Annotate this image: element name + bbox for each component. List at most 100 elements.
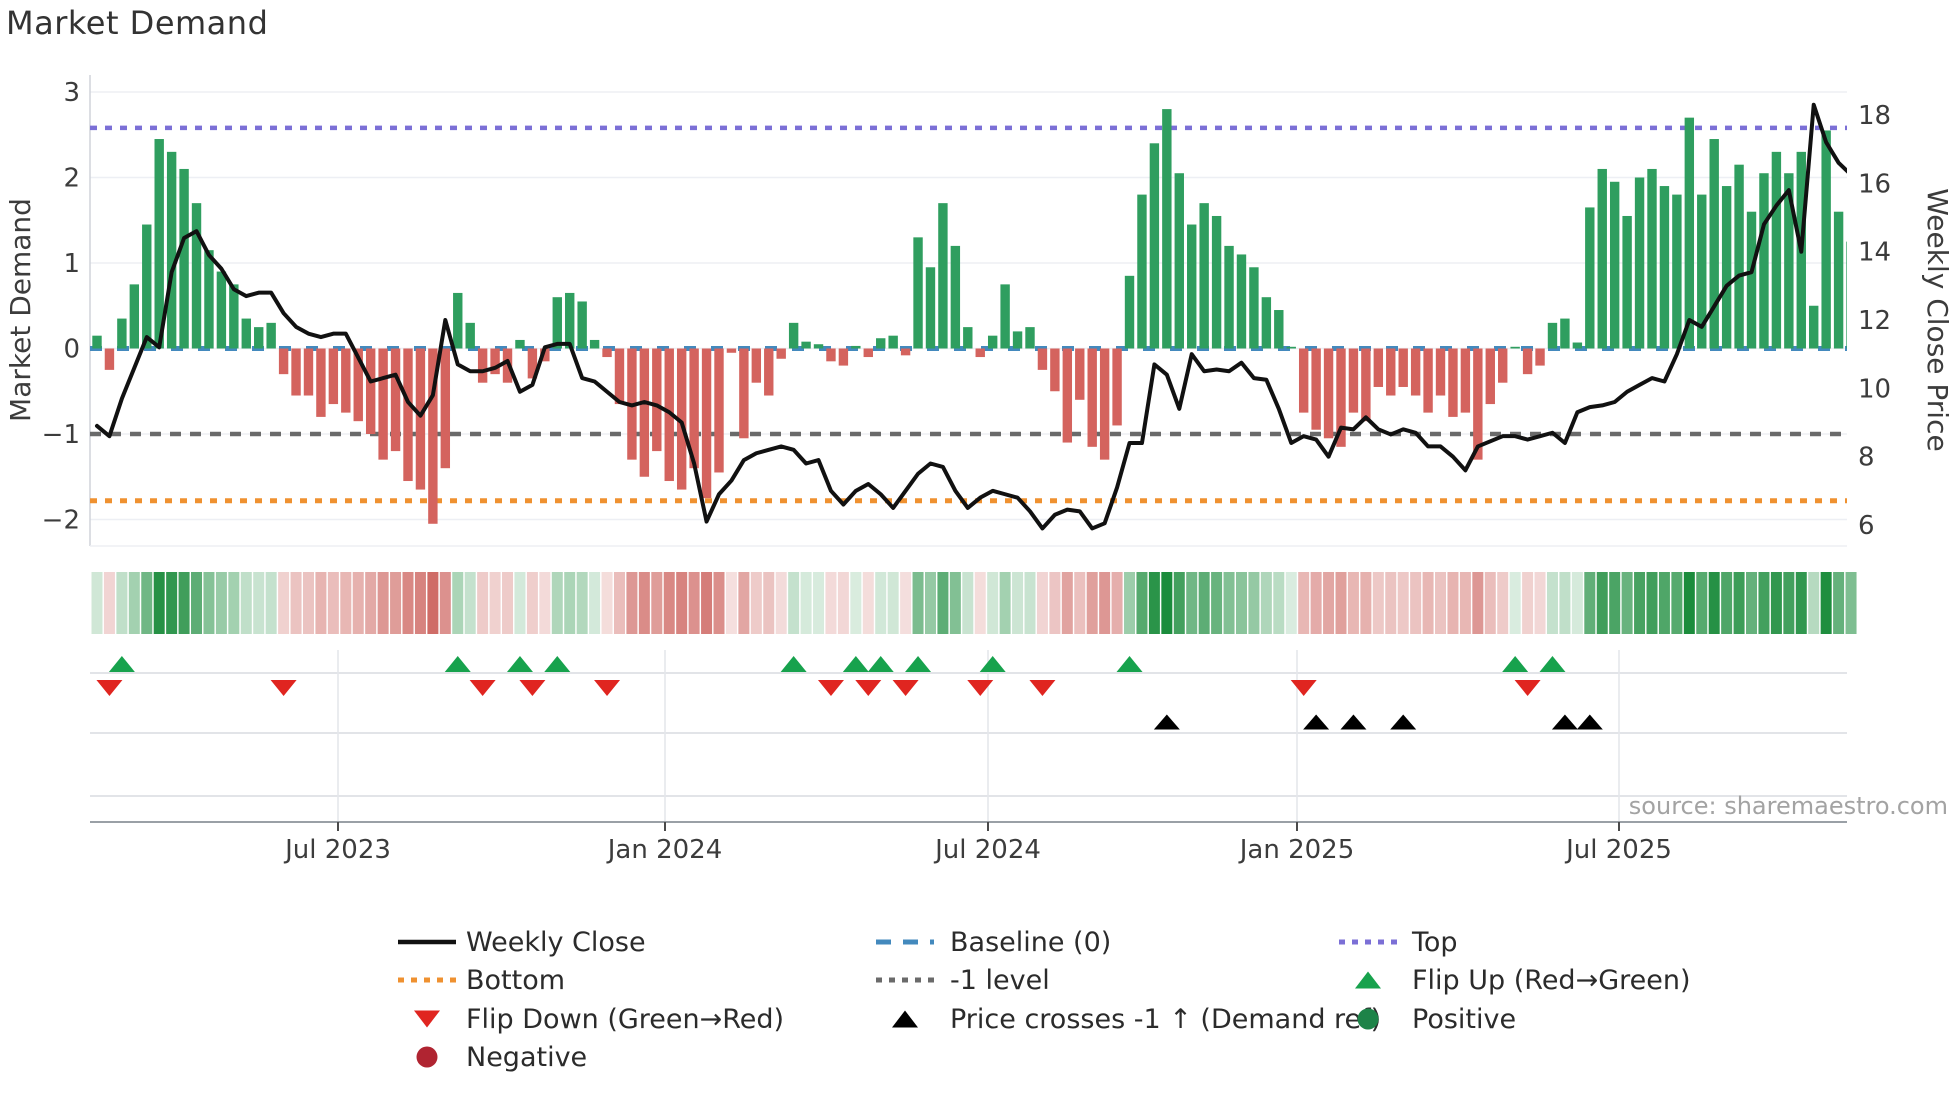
flip-down-markers bbox=[96, 680, 1541, 696]
demand-bar bbox=[1585, 207, 1595, 349]
heatmap-cell bbox=[153, 572, 165, 634]
legend-label: Positive bbox=[1412, 1004, 1516, 1035]
demand-bar bbox=[863, 348, 873, 358]
demand-bar bbox=[1348, 348, 1359, 413]
flip-down-marker bbox=[519, 680, 546, 696]
legend-label: Baseline (0) bbox=[950, 927, 1111, 958]
demand-bars bbox=[92, 109, 1847, 524]
marker-panel bbox=[90, 650, 1847, 823]
price-cross-marker bbox=[1551, 714, 1578, 730]
flip-up-marker bbox=[1355, 971, 1381, 989]
heatmap-cell bbox=[1795, 572, 1807, 634]
demand-bar bbox=[278, 348, 289, 375]
demand-bar bbox=[490, 348, 500, 375]
demand-bar bbox=[1547, 322, 1558, 349]
heatmap-cell bbox=[452, 572, 464, 634]
heatmap-cell bbox=[1335, 572, 1347, 634]
price-cross-marker bbox=[892, 1010, 918, 1028]
x-tick-label: Jan 2024 bbox=[606, 835, 723, 865]
svg-text:1: 1 bbox=[63, 249, 80, 279]
legend-item: Positive bbox=[1357, 1004, 1516, 1035]
heatmap-cell bbox=[1571, 572, 1583, 634]
legend-item: Negative bbox=[416, 1042, 587, 1073]
axis-titles: Market Demand Weekly Close Price bbox=[4, 188, 1954, 451]
heatmap-cell bbox=[1061, 572, 1073, 634]
heatmap-cell bbox=[551, 572, 563, 634]
demand-bar bbox=[453, 292, 463, 349]
price-line bbox=[95, 102, 1847, 531]
demand-bar bbox=[963, 327, 973, 349]
legend-label: Negative bbox=[466, 1042, 587, 1073]
demand-bar bbox=[365, 348, 376, 434]
demand-bar bbox=[1373, 348, 1384, 387]
demand-bar bbox=[1162, 109, 1172, 349]
heatmap-cell bbox=[1235, 572, 1247, 634]
demand-bar bbox=[1410, 348, 1421, 396]
flip-down-marker bbox=[270, 680, 297, 696]
flip-down-marker bbox=[892, 680, 919, 696]
x-tick-label: Jul 2025 bbox=[1564, 835, 1672, 865]
demand-bar bbox=[191, 203, 202, 349]
demand-bar bbox=[415, 348, 426, 490]
demand-bar bbox=[1672, 194, 1682, 349]
demand-bar bbox=[701, 348, 712, 499]
heatmap-cell bbox=[1733, 572, 1745, 634]
heatmap-cell bbox=[725, 572, 737, 634]
demand-bar bbox=[204, 250, 214, 349]
heatmap-cell bbox=[340, 572, 352, 634]
heatmap-cell bbox=[576, 572, 588, 634]
svg-text:10: 10 bbox=[1858, 374, 1891, 404]
heatmap-cell bbox=[1721, 572, 1733, 634]
heatmap-cell bbox=[178, 572, 190, 634]
heatmap-cell bbox=[1596, 572, 1608, 634]
heatmap-cell bbox=[141, 572, 153, 634]
demand-bar bbox=[154, 139, 164, 349]
heatmap-cell bbox=[1111, 572, 1123, 634]
heatmap-cell bbox=[825, 572, 837, 634]
heatmap-cell bbox=[1559, 572, 1571, 634]
heatmap-cell bbox=[1820, 572, 1832, 634]
demand-bar bbox=[1522, 348, 1533, 375]
heatmap-cell bbox=[377, 572, 389, 634]
heatmap-cell bbox=[912, 572, 924, 634]
heatmap-cell bbox=[1024, 572, 1036, 634]
heatmap-cell bbox=[191, 572, 203, 634]
heatmap-cell bbox=[228, 572, 240, 634]
legend-item: Flip Up (Red→Green) bbox=[1355, 965, 1691, 996]
flip-down-marker bbox=[96, 680, 123, 696]
demand-bar bbox=[403, 348, 413, 482]
demand-bar bbox=[1137, 194, 1147, 349]
demand-bar bbox=[1784, 173, 1794, 349]
demand-bar bbox=[1721, 186, 1732, 349]
demand-bar bbox=[801, 341, 811, 349]
heatmap-cell bbox=[1148, 572, 1160, 634]
demand-bar bbox=[676, 348, 687, 490]
heatmap-cell bbox=[800, 572, 812, 634]
demand-bar bbox=[1075, 348, 1085, 400]
right-axis-ticks: 18 16 14 12 10 8 6 bbox=[1858, 101, 1891, 541]
demand-bar bbox=[1622, 215, 1632, 349]
heatmap-cell bbox=[788, 572, 800, 634]
svg-text:−2: −2 bbox=[42, 506, 80, 536]
heatmap-cell bbox=[477, 572, 489, 634]
heatmap-cell bbox=[1099, 572, 1111, 634]
heatmap-cell bbox=[1186, 572, 1198, 634]
demand-bar bbox=[1634, 177, 1645, 349]
heatmap-cell bbox=[253, 572, 265, 634]
flip-up-marker bbox=[905, 656, 932, 672]
legend-label: Price crosses -1 ↑ (Demand ref) bbox=[950, 1004, 1381, 1035]
demand-bar bbox=[1535, 348, 1545, 366]
heatmap-cell bbox=[1410, 572, 1422, 634]
demand-bar bbox=[1485, 348, 1495, 405]
price-cross-markers bbox=[1153, 714, 1603, 730]
flip-up-marker bbox=[444, 656, 471, 672]
heatmap-cell bbox=[427, 572, 439, 634]
heatmap-cell bbox=[1671, 572, 1683, 634]
price-cross-marker bbox=[1576, 714, 1603, 730]
heatmap-cell bbox=[1124, 572, 1136, 634]
heatmap-cell bbox=[1833, 572, 1845, 634]
heatmap-cell bbox=[327, 572, 339, 634]
legend-label: Weekly Close bbox=[466, 927, 646, 958]
heatmap-cell bbox=[116, 572, 128, 634]
demand-bar bbox=[913, 237, 923, 349]
